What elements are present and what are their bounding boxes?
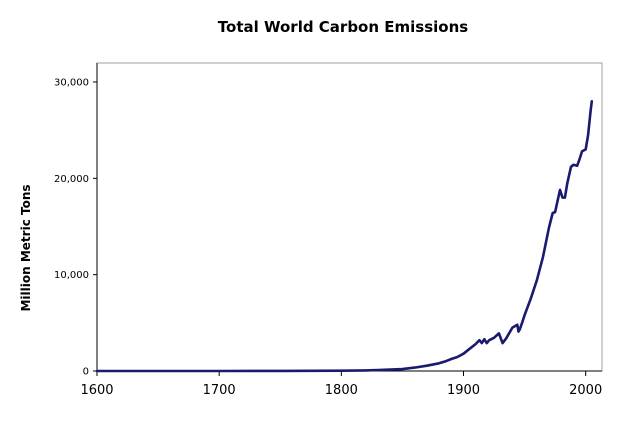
x-tick-label: 1800: [325, 383, 358, 398]
chart-title: Total World Carbon Emissions: [218, 18, 468, 36]
y-tick-label: 0: [83, 367, 89, 378]
y-tick-label: 10,000: [54, 270, 89, 281]
x-tick-label: 1900: [447, 383, 480, 398]
x-tick-label: 1600: [80, 383, 113, 398]
axes: [96, 63, 602, 372]
y-tick-label: 30,000: [54, 78, 89, 89]
y-tick-label: 20,000: [54, 174, 89, 185]
y-ticks: 0 10,000 20,000 30,000: [54, 78, 97, 378]
y-axis-label: Million Metric Tons: [19, 184, 33, 311]
plot-area: [96, 62, 603, 372]
x-tick-label: 1700: [203, 383, 236, 398]
x-ticks: 1600 1700 1800 1900 2000: [80, 371, 602, 398]
x-tick-label: 2000: [569, 383, 602, 398]
emissions-series-line: [95, 100, 594, 373]
series-layer: [95, 100, 594, 373]
